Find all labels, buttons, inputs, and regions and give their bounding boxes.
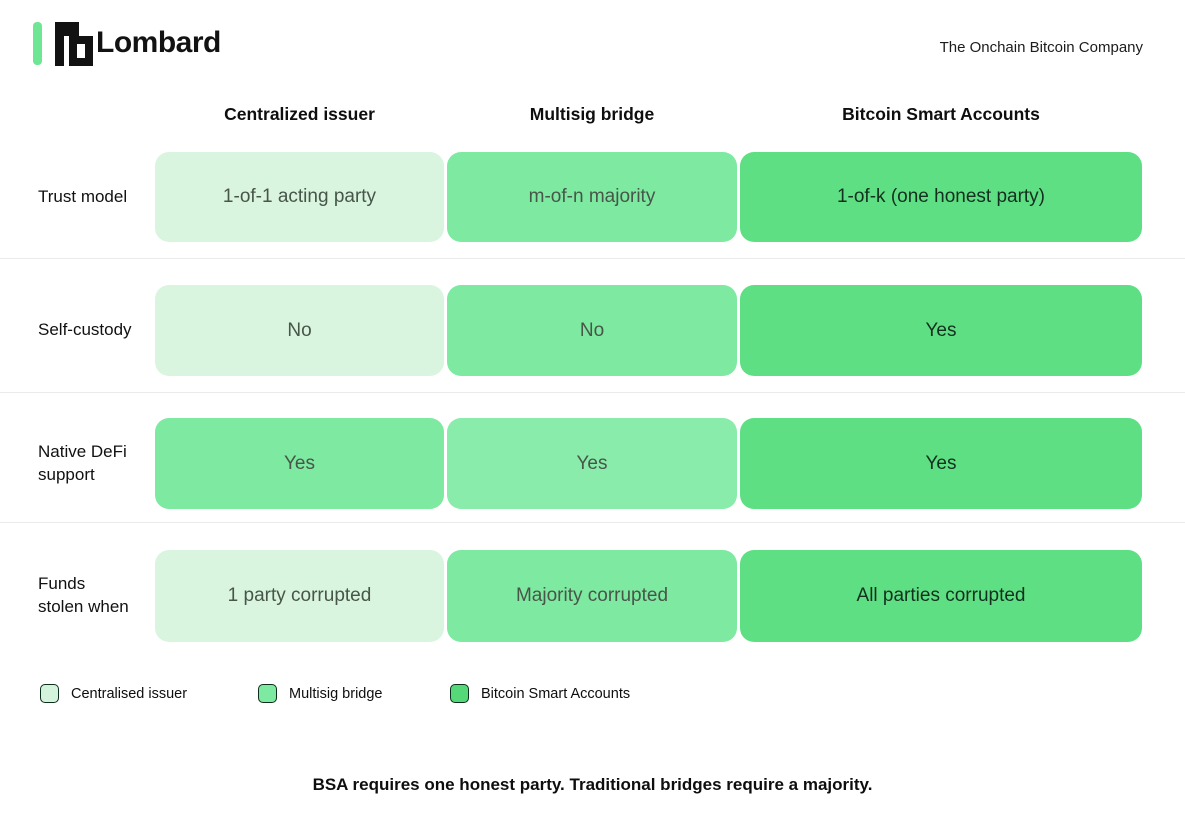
table-cell: No (155, 285, 444, 376)
row-label-funds-stolen-when: Funds stolen when (38, 574, 129, 616)
table-cell: All parties corrupted (740, 550, 1142, 642)
legend-label: Centralised issuer (71, 685, 188, 702)
lombard-logo-icon (55, 22, 93, 71)
header-tagline: The Onchain Bitcoin Company (939, 39, 1143, 56)
row-divider (0, 392, 1185, 393)
table-cell: Yes (740, 285, 1142, 376)
row-label-native-defi-support: Native DeFi support (38, 441, 127, 484)
legend-label: Bitcoin Smart Accounts (481, 685, 631, 702)
legend-item-centralised-issuer: Centralised issuer (40, 684, 187, 703)
legend-label: Multisig bridge (289, 685, 383, 702)
column-header-bitcoin-smart-accounts: Bitcoin Smart Accounts (842, 104, 1040, 124)
column-header-centralized-issuer: Centralized issuer (224, 104, 375, 124)
legend-swatch-light-icon (40, 684, 59, 703)
table-cell: 1-of-k (one honest party) (740, 152, 1142, 242)
table-cell: 1 party corrupted (155, 550, 444, 642)
brand-accent-bar (33, 22, 42, 65)
table-cell: Majority corrupted (447, 550, 737, 642)
column-header-multisig-bridge: Multisig bridge (529, 104, 655, 124)
legend-swatch-medium-icon (258, 684, 277, 703)
table-cell: No (447, 285, 737, 376)
table-cell: Yes (447, 418, 737, 509)
table-cell: Yes (740, 418, 1142, 509)
table-cell: m-of-n majority (447, 152, 737, 242)
legend-item-multisig-bridge: Multisig bridge (258, 684, 383, 703)
legend-swatch-strong-icon (450, 684, 469, 703)
row-divider (0, 522, 1185, 523)
row-divider (0, 258, 1185, 259)
row-label-self-custody: Self-custody (38, 320, 132, 340)
brand-name: Lombard (96, 26, 221, 59)
legend: Centralised issuer Multisig bridge Bitco… (0, 684, 1185, 706)
footer-tagline: BSA requires one honest party. Tradition… (312, 775, 873, 794)
row-label-trust-model: Trust model (38, 186, 128, 206)
table-cell: 1-of-1 acting party (155, 152, 444, 242)
legend-item-bitcoin-smart-accounts: Bitcoin Smart Accounts (450, 684, 630, 703)
table-cell: Yes (155, 418, 444, 509)
